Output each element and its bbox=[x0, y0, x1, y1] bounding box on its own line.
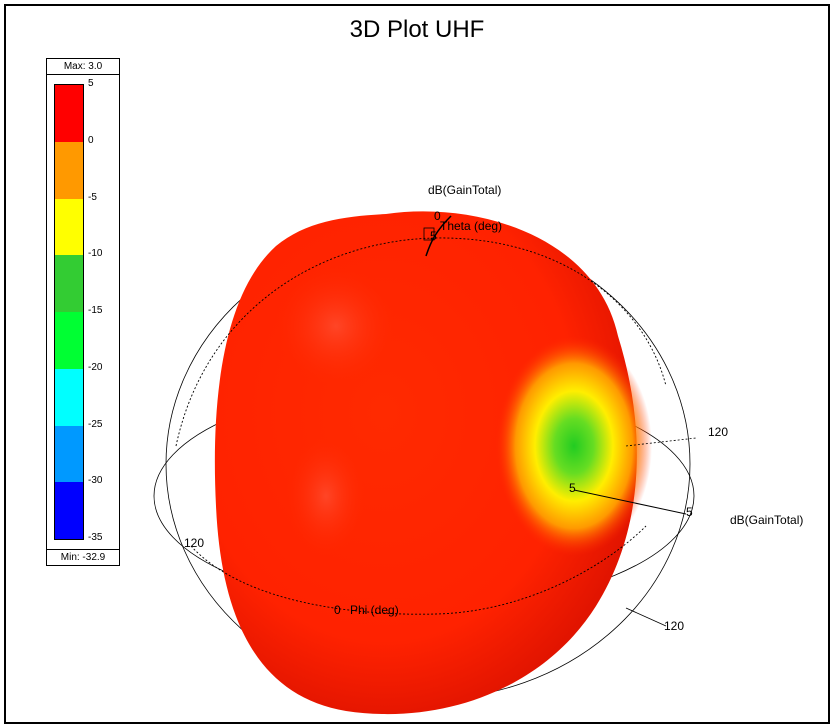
theta-axis-marker bbox=[423, 227, 435, 241]
colorbar-tick-label: -10 bbox=[88, 248, 103, 260]
theta-zero-label: 0 bbox=[434, 209, 441, 223]
gain-tick-right: 5 bbox=[686, 505, 693, 519]
gain-axis-label-right: dB(GainTotal) bbox=[730, 513, 803, 527]
ring-tick-left: 120 bbox=[184, 536, 204, 550]
colorbar-tick-label: -25 bbox=[88, 418, 103, 430]
colorbar-tick-label: -35 bbox=[88, 532, 103, 543]
gain-axis-label-top: dB(GainTotal) bbox=[428, 183, 501, 197]
colorbar-band bbox=[55, 425, 83, 483]
gain-tick-top: 5 bbox=[430, 229, 437, 243]
colorbar-band bbox=[55, 85, 83, 142]
colorbar-tick-label: -15 bbox=[88, 305, 103, 316]
colorbar-band bbox=[55, 482, 83, 539]
colorbar-band bbox=[55, 198, 83, 256]
phi-axis-label: Phi (deg) bbox=[350, 603, 399, 617]
legend-max-label: Max: 3.0 bbox=[47, 59, 119, 75]
color-legend: Max: 3.0 5 0 -5 -10 -15 -20 -25 -30 -35 Min: -32… bbox=[46, 58, 120, 566]
ring-tick-line-lower bbox=[625, 607, 667, 627]
radiation-pattern-3d-view: dB(GainTotal) 0 5 Theta (deg) 5 5 dB(Gai… bbox=[153, 183, 803, 715]
plot-title: 3D Plot UHF bbox=[349, 16, 485, 43]
ring-tick-right-lower: 120 bbox=[664, 619, 684, 633]
colorbar-band bbox=[55, 312, 83, 369]
colorbar-tick-label: 5 bbox=[88, 78, 94, 89]
ring-tick-right-upper: 120 bbox=[708, 425, 728, 439]
theta-axis-label: Theta (deg) bbox=[440, 219, 502, 233]
colorbar-band bbox=[55, 141, 83, 199]
gain-axis-line-right bbox=[573, 489, 687, 515]
phi-zero-label: 0 bbox=[334, 603, 341, 617]
theta-axis-arc bbox=[425, 215, 452, 257]
colorbar-tick-label: -30 bbox=[88, 475, 103, 487]
elevation-ring-front bbox=[175, 237, 667, 447]
colorbar-band bbox=[55, 255, 83, 312]
azimuth-ring-front bbox=[190, 525, 647, 615]
plot-frame: dB(GainTotal) 0 5 Theta (deg) 5 5 dB(Gai… bbox=[4, 4, 830, 724]
colorbar-tick-label: -20 bbox=[88, 361, 103, 373]
pattern-highlight bbox=[276, 266, 396, 386]
colorbar-band bbox=[55, 368, 83, 426]
pattern-highlight-lower bbox=[286, 436, 366, 556]
gain-tick-center: 5 bbox=[569, 481, 576, 495]
legend-min-label: Min: -32.9 bbox=[47, 549, 119, 565]
colorbar-tick-label: -5 bbox=[88, 191, 97, 203]
colorbar-tick-label: 0 bbox=[88, 134, 94, 146]
pattern-null-region bbox=[496, 336, 652, 556]
colorbar bbox=[54, 84, 84, 540]
